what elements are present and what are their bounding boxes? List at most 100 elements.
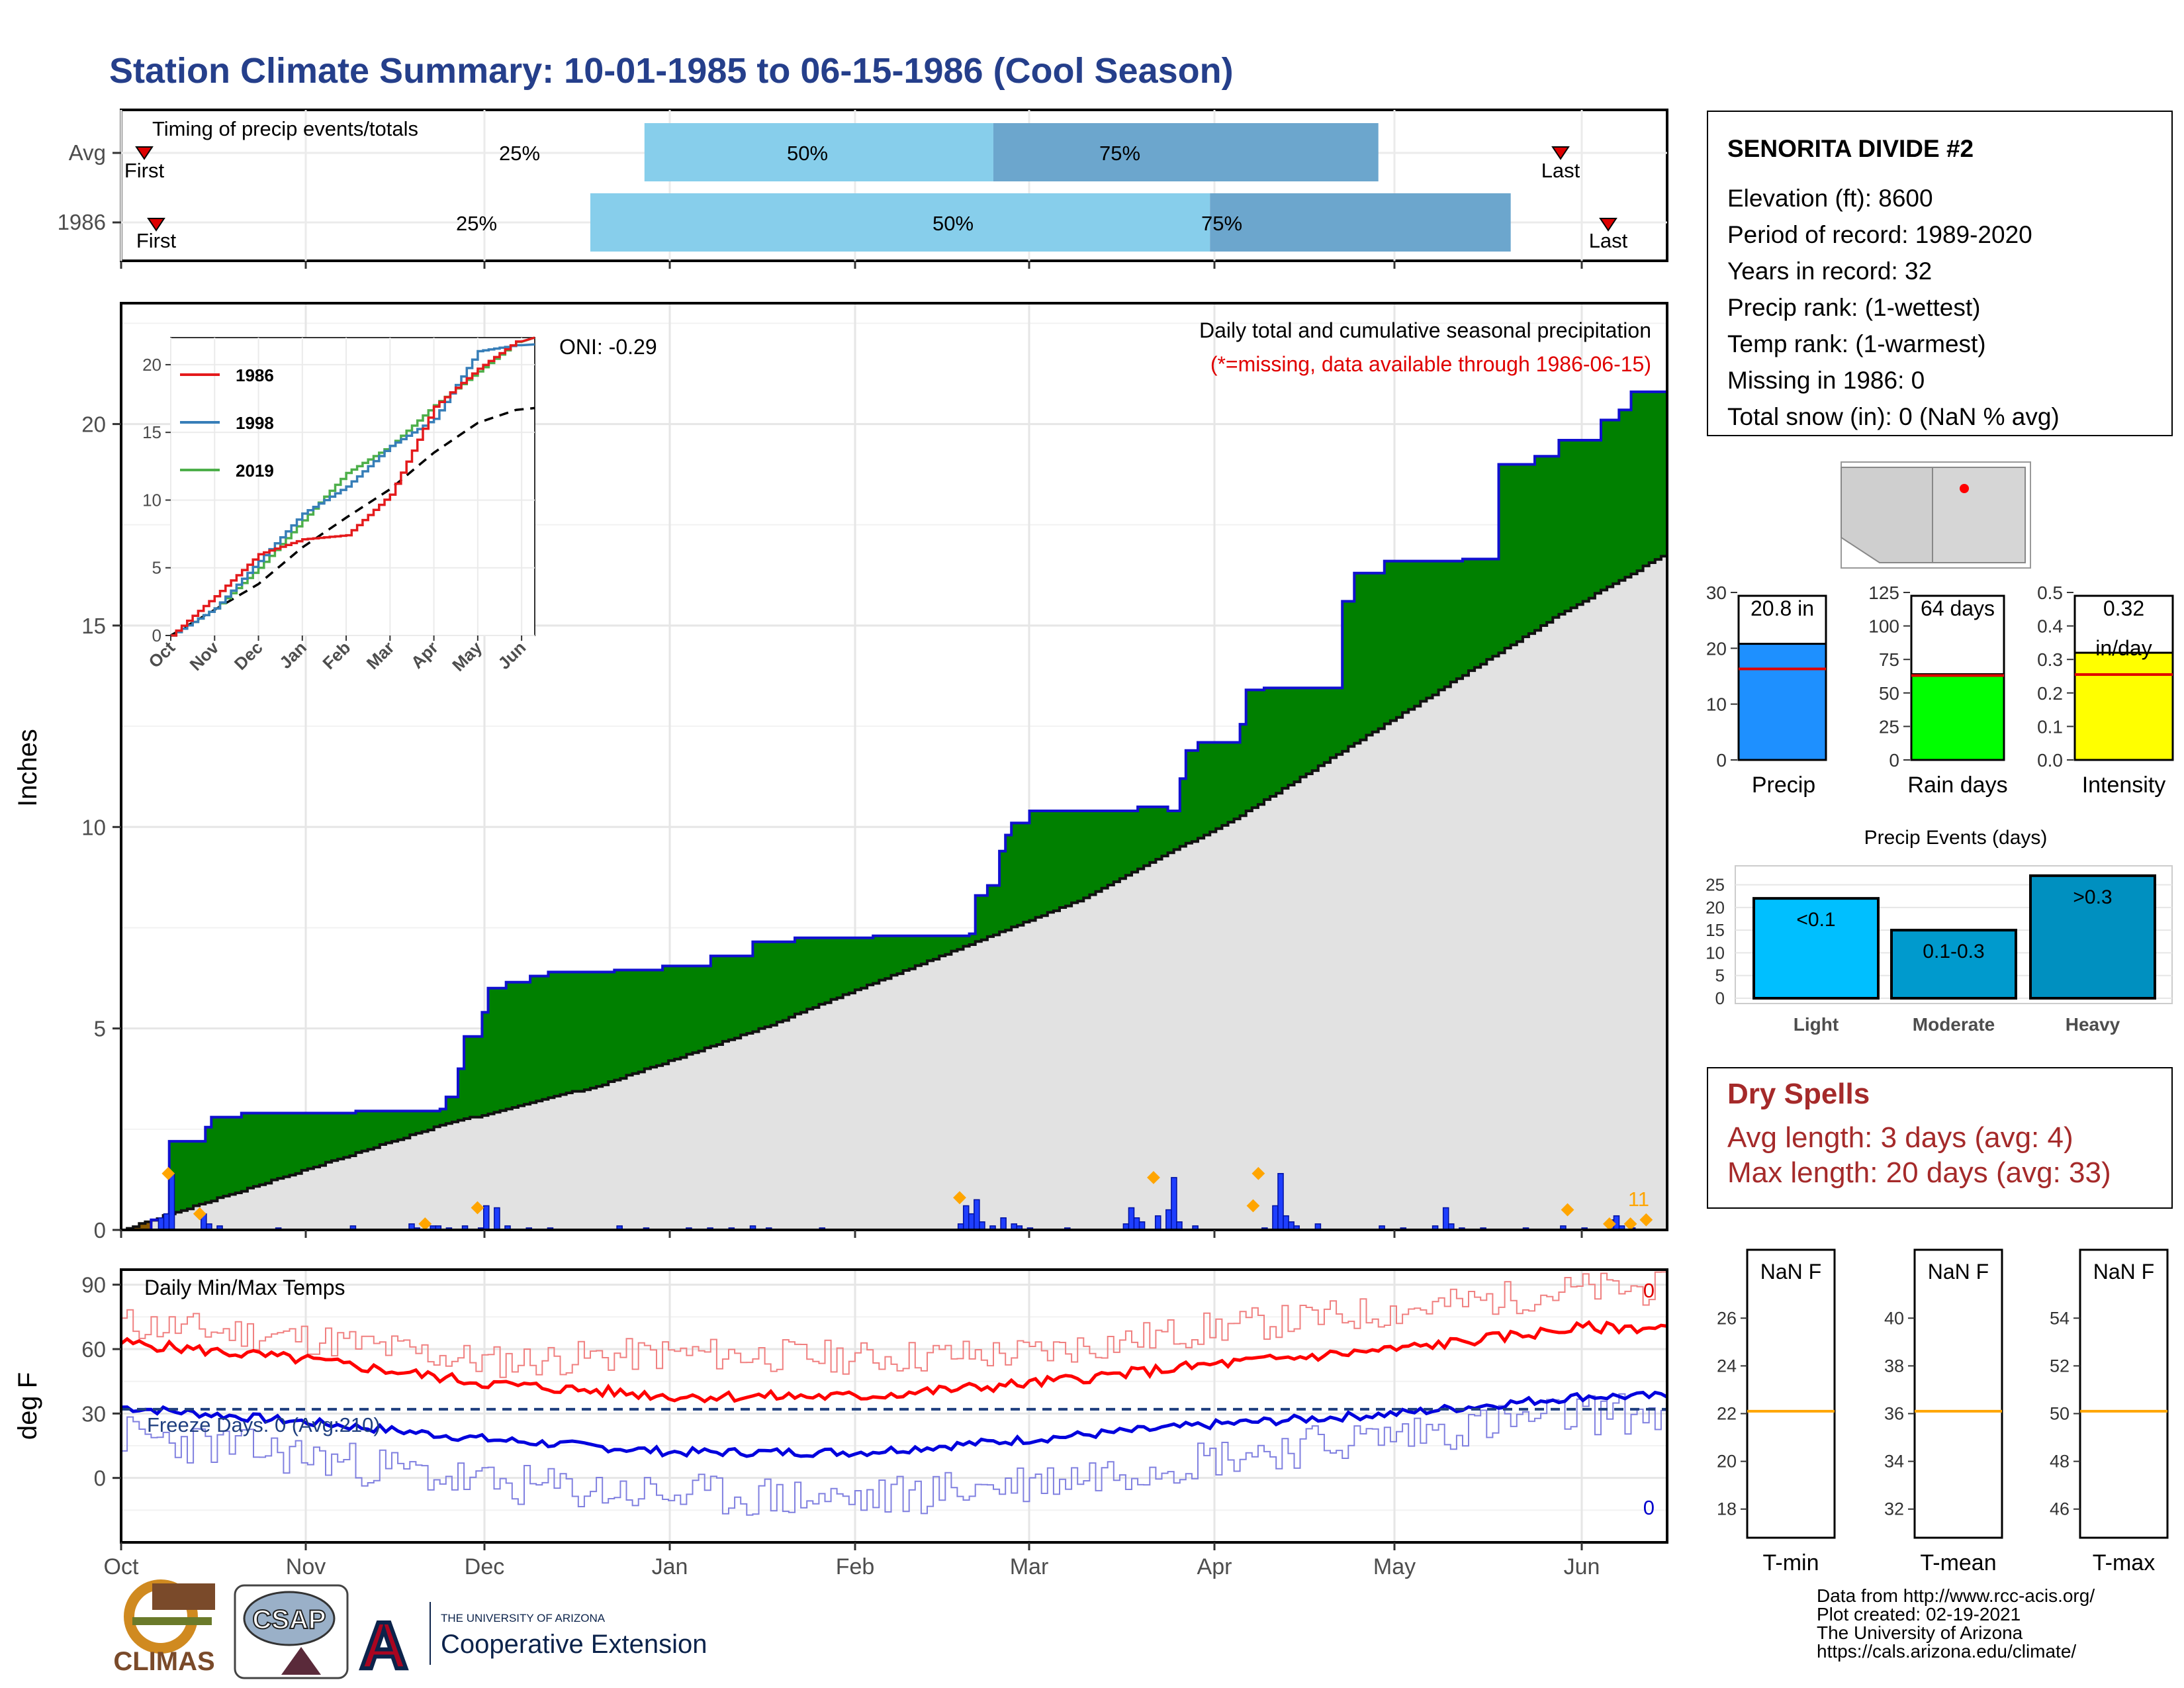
temp-box-y-tick: 24: [1717, 1356, 1737, 1376]
station-elevation: Elevation (ft): 8600: [1727, 185, 1933, 212]
temp-box-2: [2079, 1248, 2169, 1539]
precip-y-tick: 20: [1706, 638, 1727, 659]
timing-avg-q50: 50%: [787, 142, 828, 165]
temp-box-y-tick: 38: [1884, 1356, 1904, 1376]
events-y-tick: 20: [1706, 898, 1725, 917]
daily-precip-bar: [1272, 1205, 1279, 1231]
climas-logo: CLIMAS: [113, 1579, 215, 1676]
timing-1986-q75: 75%: [1201, 212, 1242, 235]
precip-count-label: 11: [1628, 1188, 1649, 1211]
intensity-y-tick: 0.5: [2037, 583, 2063, 603]
timing-avg-q25: 25%: [499, 142, 540, 165]
temp-box-y-tick: 36: [1884, 1404, 1904, 1424]
station-info-box: SENORITA DIVIDE #2 Elevation (ft): 8600 …: [1707, 111, 2173, 436]
daily-precip-bar: [1283, 1215, 1289, 1231]
events-y-tick: 25: [1706, 875, 1725, 895]
temp-max-average-line: [120, 1320, 1668, 1404]
heavy-day-marker: [193, 1207, 206, 1221]
timing-row-1986-label: 1986: [58, 210, 106, 234]
temp-box-0: [1746, 1248, 1836, 1539]
precip-y-tick: 15: [81, 614, 106, 638]
temp-box-y-tick: 40: [1884, 1308, 1904, 1328]
raindays-y-tick: 0: [1889, 750, 1899, 771]
inset-legend-1986: 1986: [236, 365, 274, 385]
events-y-tick: 10: [1706, 943, 1725, 962]
footer-data-source: Data from http://www.rcc-acis.org/: [1817, 1585, 2095, 1606]
timing-1986-last-marker: [1599, 218, 1617, 232]
inset-legend-2019: 2019: [236, 461, 274, 481]
events-category-label: Heavy: [2066, 1014, 2120, 1035]
timing-1986-last-label: Last: [1589, 229, 1628, 252]
temp-box-value: NaN F: [1928, 1260, 1989, 1284]
inset-y-tick: 15: [142, 422, 161, 442]
footer-created: Plot created: 02-19-2021: [1817, 1604, 2021, 1624]
station-years: Years in record: 32: [1727, 258, 1932, 285]
daily-precip-bar: [1277, 1173, 1284, 1231]
month-tick-label: Feb: [836, 1554, 875, 1579]
temp-max-daily-line: [121, 1271, 1668, 1378]
timing-row-avg-label: Avg: [69, 140, 106, 165]
timing-avg-bar-50-75: [993, 123, 1379, 181]
station-missing: Missing in 1986: 0: [1727, 367, 1925, 394]
precip-average-area: [121, 553, 1667, 1230]
timing-avg-first-label: First: [124, 159, 165, 182]
footer-university: The University of Arizona: [1817, 1622, 2023, 1643]
daily-precip-bar: [168, 1173, 175, 1231]
daily-precip-bar: [158, 1217, 165, 1231]
timing-avg-bar-25-50: [644, 123, 993, 181]
raindays-bar: [1910, 673, 2005, 761]
inset-1986-line: [171, 336, 535, 637]
timing-avg-first-marker: [135, 146, 154, 160]
temp-y-tick: 0: [94, 1466, 106, 1491]
raindays-y-tick: 25: [1879, 716, 1899, 737]
timing-avg-last-marker: [1551, 146, 1570, 160]
precip-missing-note: (*=missing, data available through 1986-…: [1210, 352, 1651, 376]
events-bar-heavy: [2029, 874, 2156, 1000]
climas-logo-text: CLIMAS: [113, 1647, 214, 1676]
daily-precip-bar: [968, 1213, 975, 1231]
heavy-day-marker: [1246, 1199, 1260, 1213]
inset-average-line: [170, 406, 535, 637]
inset-y-tick: 5: [152, 558, 161, 578]
timing-1986-first-label: First: [136, 229, 177, 252]
events-bar-label: <0.1: [1796, 909, 1835, 931]
precip-y-tick: 5: [94, 1017, 106, 1041]
temp-panel: 0 30 60 90 Oct Nov Dec Jan Feb Mar Apr May Jun Dail…: [13, 1268, 1668, 1579]
dry-spells-box: Dry Spells Avg length: 3 days (avg: 4) M…: [1707, 1067, 2173, 1209]
temp-y-tick: 60: [81, 1337, 106, 1362]
temp-min-average-line: [120, 1390, 1668, 1458]
month-tick-label: Oct: [104, 1554, 139, 1579]
events-y-tick: 5: [1715, 966, 1725, 986]
station-name: SENORITA DIVIDE #2: [1727, 135, 1974, 162]
intensity-bar: [2073, 651, 2174, 761]
month-tick-label: Jan: [652, 1554, 688, 1579]
temp-box-y-tick: 48: [2050, 1452, 2070, 1472]
precip-events-chart: Precip Events (days) 05 10 15 20 25 <0.1 Light…: [1706, 827, 2173, 1035]
precip-bar-label: Precip: [1752, 773, 1815, 798]
intensity-y-tick: 0.0: [2037, 750, 2063, 771]
heavy-day-marker: [1147, 1170, 1160, 1184]
events-category-label: Light: [1794, 1014, 1839, 1035]
timing-panel: Timing of precip events/totals Avg 1986 …: [58, 109, 1668, 269]
temp-box-y-tick: 54: [2050, 1308, 2070, 1328]
intensity-y-tick: 0.4: [2037, 616, 2063, 637]
summary-bar-panels: Precip Rain days Intensity 0 10 20 30 20.8 i…: [1706, 583, 2174, 798]
daily-precip-bar: [1154, 1215, 1161, 1231]
month-tick-label: May: [1373, 1554, 1416, 1579]
oni-label: ONI: -0.29: [559, 335, 657, 359]
month-tick-label: Apr: [1197, 1554, 1232, 1579]
station-period: Period of record: 1989-2020: [1727, 221, 2032, 248]
heavy-day-marker: [161, 1166, 175, 1180]
events-bar-label: >0.3: [2073, 886, 2112, 908]
temp-max-count: 0: [1643, 1279, 1655, 1302]
temp-y-tick: 30: [81, 1401, 106, 1426]
events-title: Precip Events (days): [1864, 827, 2048, 849]
precip-bar: [1737, 643, 1827, 761]
raindays-y-tick: 125: [1868, 583, 1899, 603]
daily-precip-bar: [483, 1205, 490, 1231]
events-bar-moderate: [1890, 929, 2017, 1000]
events-category-label: Moderate: [1913, 1014, 1995, 1035]
temp-box-value: NaN F: [1760, 1260, 1821, 1284]
daily-precip-bar: [974, 1199, 980, 1231]
